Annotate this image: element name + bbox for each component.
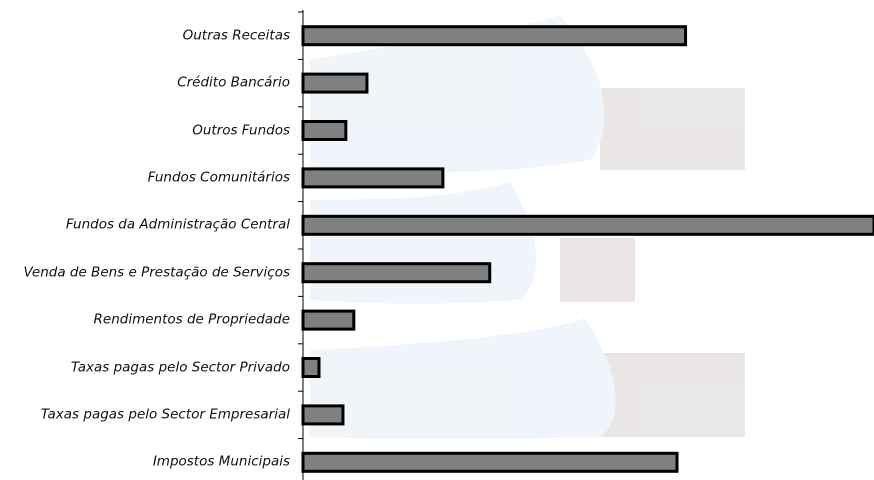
bar bbox=[301, 167, 445, 189]
bar bbox=[301, 72, 369, 94]
category-label: Taxas pagas pelo Sector Privado bbox=[70, 359, 290, 375]
bar bbox=[301, 262, 492, 284]
bar bbox=[301, 309, 356, 331]
category-label: Venda de Bens e Prestação de Serviços bbox=[23, 264, 290, 281]
bar bbox=[301, 357, 321, 378]
category-label: Fundos da Administração Central bbox=[65, 216, 290, 233]
background-decoration bbox=[310, 15, 745, 440]
bar bbox=[301, 214, 874, 236]
category-label: Rendimentos de Propriedade bbox=[93, 311, 290, 328]
category-label: Outras Receitas bbox=[182, 27, 290, 44]
category-label: Taxas pagas pelo Sector Empresarial bbox=[40, 406, 290, 423]
category-label: Impostos Municipais bbox=[152, 453, 290, 470]
category-label: Crédito Bancário bbox=[177, 74, 290, 91]
bar bbox=[301, 404, 345, 426]
category-label: Fundos Comunitários bbox=[147, 169, 290, 186]
category-label: Outros Fundos bbox=[192, 122, 290, 138]
bar bbox=[301, 25, 688, 47]
bar bbox=[301, 451, 679, 473]
bar bbox=[301, 120, 348, 141]
